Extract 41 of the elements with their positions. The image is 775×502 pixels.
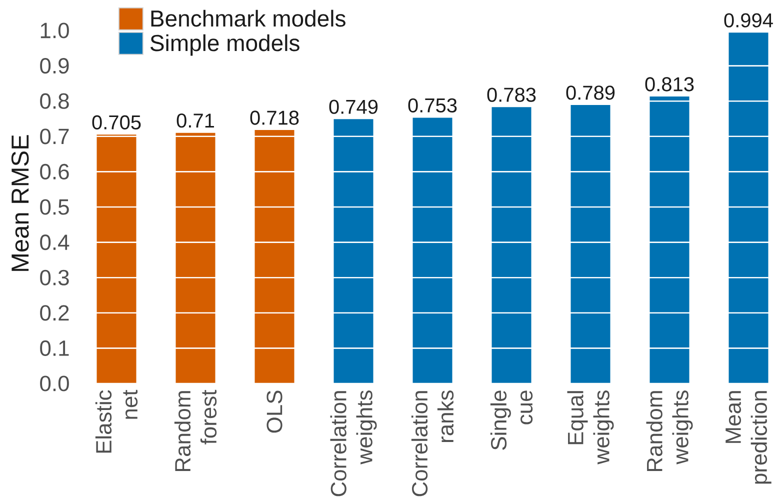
bar	[650, 96, 690, 384]
data-label: 0.813	[645, 77, 694, 92]
bar	[492, 107, 532, 384]
x-tick-label: Random weights	[646, 390, 693, 472]
bar	[412, 118, 452, 384]
y-tick-label: 0.4	[40, 234, 70, 250]
x-tick-label: Single cue	[490, 390, 533, 450]
bar	[96, 134, 136, 384]
data-label: 0.994	[724, 13, 773, 28]
data-label: 0.71	[176, 114, 214, 128]
data-label: 0.705	[92, 115, 141, 130]
bar	[570, 104, 610, 384]
data-label: 0.789	[566, 86, 615, 100]
y-tick-label: 0.8	[40, 93, 69, 109]
y-tick-label: 0.0	[40, 376, 69, 392]
y-tick-label: 0.6	[40, 164, 69, 180]
x-tick-label: Mean prediction	[726, 391, 772, 484]
x-tick-label: Elastic net	[95, 390, 138, 453]
bar	[728, 32, 768, 384]
data-label: 0.718	[250, 110, 299, 125]
x-tick-label: Equal weights	[567, 390, 614, 464]
legend-label: Simple models	[150, 34, 300, 56]
bar	[176, 132, 216, 384]
y-tick-label: 0.3	[40, 270, 69, 286]
y-tick-label: 0.1	[40, 340, 69, 356]
y-tick-label: 0.7	[40, 128, 69, 144]
data-label: 0.749	[329, 100, 378, 114]
bar	[254, 130, 294, 384]
data-label: 0.753	[408, 98, 457, 112]
bar	[334, 119, 374, 384]
x-tick-label: Correlation weights	[330, 390, 377, 496]
y-axis-title: Mean RMSE	[11, 135, 29, 271]
legend-label: Benchmark models	[151, 10, 346, 27]
x-tick-label: OLS	[266, 390, 282, 433]
y-tick-label: 0.2	[40, 305, 69, 321]
y-tick-label: 0.5	[40, 199, 69, 215]
y-tick-label: 1.0	[40, 22, 69, 38]
x-tick-label: Random forest	[174, 390, 217, 472]
y-tick-label: 0.9	[40, 58, 69, 74]
x-tick-label: Correlation ranks	[411, 390, 454, 496]
data-label: 0.783	[487, 88, 536, 102]
